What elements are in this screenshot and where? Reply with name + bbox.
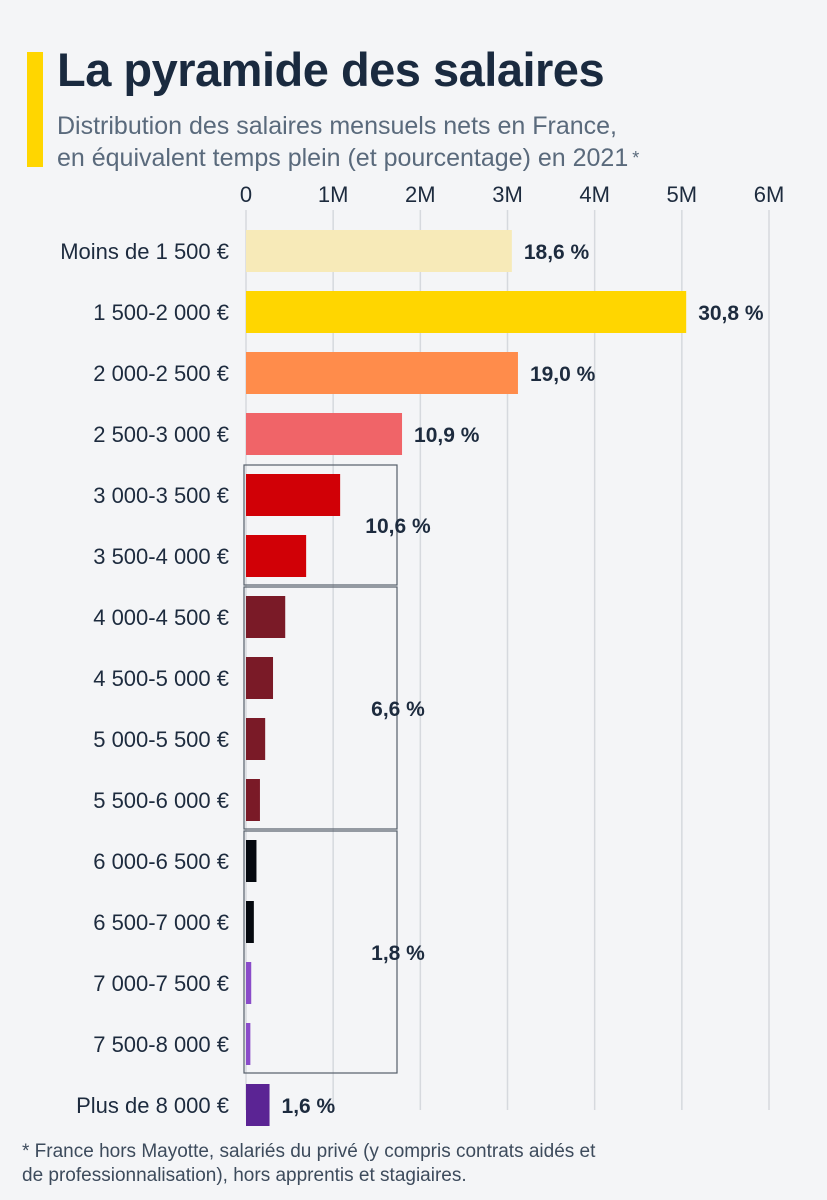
bar <box>246 474 341 516</box>
bar <box>246 1084 270 1126</box>
group-percent-label: 6,6 % <box>371 698 425 721</box>
category-label: 1 500-2 000 € <box>93 300 229 325</box>
bar-percent-label: 1,6 % <box>282 1095 336 1118</box>
category-label: 6 000-6 500 € <box>93 849 229 874</box>
x-tick-label: 5M <box>667 182 698 207</box>
bar <box>246 718 266 760</box>
bar <box>246 657 274 699</box>
category-label: 6 500-7 000 € <box>93 910 229 935</box>
subtitle-line-1: Distribution des salaires mensuels nets … <box>57 112 617 140</box>
bar <box>246 230 512 272</box>
bar <box>246 535 307 577</box>
bar-percent-label: 18,6 % <box>524 241 590 264</box>
group-percent-label: 10,6 % <box>365 515 431 538</box>
subtitle-note-marker: * <box>632 148 640 168</box>
category-label: 5 500-6 000 € <box>93 788 229 813</box>
category-label: 3 000-3 500 € <box>93 483 229 508</box>
group-bracket <box>243 830 398 1074</box>
category-label: Plus de 8 000 € <box>76 1093 229 1118</box>
subtitle-line-2: en équivalent temps plein (et pourcentag… <box>57 142 797 174</box>
bar <box>246 840 257 882</box>
category-label: 5 000-5 500 € <box>93 727 229 752</box>
group-percent-label: 1,8 % <box>371 942 425 965</box>
bar <box>246 413 403 455</box>
category-label: 2 000-2 500 € <box>93 361 229 386</box>
group-bracket <box>243 464 398 586</box>
bar-percent-label: 30,8 % <box>698 302 764 325</box>
bar-chart: 0 1M 2M 3M 4M 5M 6M 10,6 % 6,6 % 1,8 % Moins de 1 … <box>60 182 785 1126</box>
bar <box>246 291 687 333</box>
category-label: 7 000-7 500 € <box>93 971 229 996</box>
bar <box>246 962 252 1004</box>
bar <box>246 901 254 943</box>
x-tick-label: 0 <box>240 182 252 207</box>
bar-percent-label: 19,0 % <box>530 363 596 386</box>
subtitle-line-2-text: en équivalent temps plein (et pourcentag… <box>57 144 629 172</box>
bar <box>246 779 260 821</box>
bar-percent-label: 10,9 % <box>414 424 480 447</box>
footnote: * France hors Mayotte, salariés du privé… <box>22 1140 812 1188</box>
category-label: 3 500-4 000 € <box>93 544 229 569</box>
category-label: 7 500-8 000 € <box>93 1032 229 1057</box>
x-tick-label: 2M <box>405 182 436 207</box>
x-tick-label: 4M <box>579 182 610 207</box>
chart-title: La pyramide des salaires <box>57 43 605 96</box>
category-label: 2 500-3 000 € <box>93 422 229 447</box>
footnote-line-2: de professionnalisation), hors apprentis… <box>22 1165 467 1186</box>
group-bracket <box>243 586 398 830</box>
bar <box>246 352 518 394</box>
x-tick-label: 3M <box>492 182 523 207</box>
x-tick-label: 6M <box>754 182 785 207</box>
chart-subtitle: Distribution des salaires mensuels nets … <box>57 110 797 174</box>
footnote-line-1: * France hors Mayotte, salariés du privé… <box>22 1141 596 1162</box>
category-label: 4 500-5 000 € <box>93 666 229 691</box>
category-label: 4 000-4 500 € <box>93 605 229 630</box>
category-label: Moins de 1 500 € <box>60 239 229 264</box>
bar <box>246 1023 251 1065</box>
accent-bar <box>27 52 43 167</box>
bar <box>246 596 286 638</box>
x-tick-label: 1M <box>318 182 349 207</box>
